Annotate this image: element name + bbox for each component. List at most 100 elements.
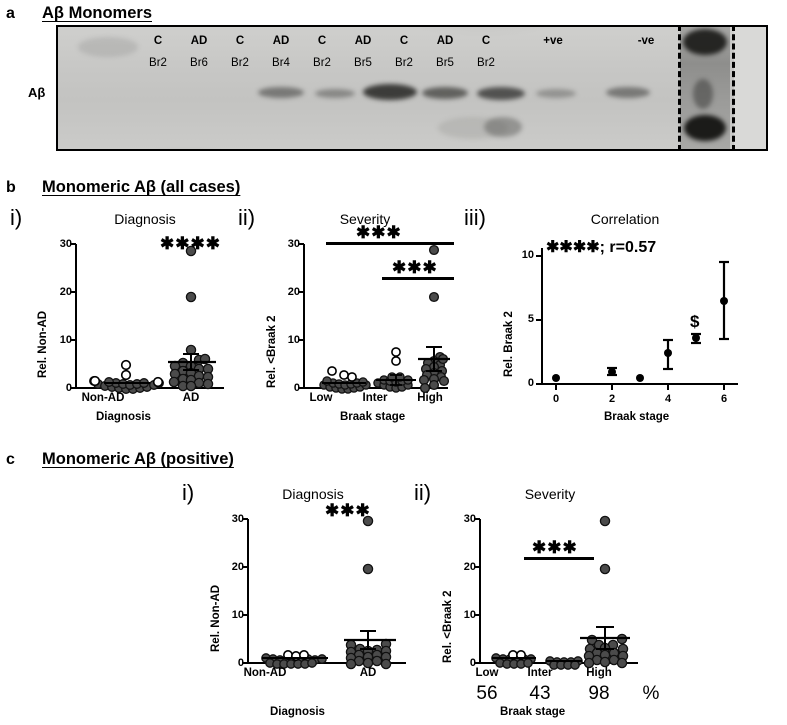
significance-stars-c-i: ✱✱✱	[325, 501, 371, 520]
panel-letter-b: b	[6, 179, 16, 196]
ytick-label: 10	[463, 609, 476, 621]
ytick-label: 20	[463, 561, 476, 573]
significance-stars-c-ii: ✱✱✱	[532, 538, 578, 557]
western-blot-image	[56, 25, 768, 151]
xtick-label: AD	[359, 667, 377, 679]
panel-letter-a: a	[6, 5, 15, 22]
yaxis-label-c-i: Rel. Non-AD	[210, 584, 222, 652]
ytick-label: 0	[293, 382, 300, 394]
blot-lane-label-top: AD	[190, 35, 208, 47]
xtick-label: Non-AD	[243, 667, 287, 679]
significance-bar-low-high	[326, 242, 454, 245]
ytick-label: 10	[521, 249, 534, 261]
chart-title-b-i: Diagnosis	[114, 211, 176, 227]
blot-lane-label-bottom: Br2	[395, 57, 413, 69]
significance-stars-low-high: ✱✱✱	[356, 223, 402, 242]
xtick-label: 2	[608, 393, 616, 405]
blot-band-positive-control	[606, 87, 650, 98]
group-percentage-high: 98	[588, 683, 610, 704]
blot-lane-label-bottom: Br4	[272, 57, 290, 69]
xtick-label: 6	[720, 393, 728, 405]
xtick-label: AD	[182, 392, 200, 404]
blot-lane-label-bottom: Br2	[231, 57, 249, 69]
panel-c-title: Monomeric Aβ (positive)	[42, 450, 234, 468]
chart-b-ii	[256, 228, 456, 428]
chart-b-i	[28, 228, 238, 428]
blot-lane-label-top: C	[481, 35, 491, 47]
blot-dashed-separator-left	[678, 27, 681, 149]
xaxis-label-b-ii: Braak stage	[340, 411, 406, 423]
significance-stars-b-i: ✱✱✱✱	[160, 234, 221, 253]
yaxis-label-b-iii: Rel. Braak 2	[503, 311, 515, 377]
ytick-label: 30	[59, 238, 72, 250]
blot-smudge	[438, 117, 508, 139]
blot-lane-label-top: AD	[354, 35, 372, 47]
blot-lane-label-positive-control: +ve	[543, 35, 563, 47]
chart-title-c-i: Diagnosis	[282, 486, 344, 502]
correlation-annotation-b-iii: ✱✱✱✱; r=0.57	[546, 239, 657, 256]
blot-band-lane7	[422, 87, 468, 99]
ytick-label: 30	[463, 513, 476, 525]
blot-ladder-band-bottom	[684, 115, 726, 141]
xaxis-label-c-ii: Braak stage	[500, 706, 566, 718]
yaxis-label-b-ii: Rel. <Braak 2	[266, 315, 278, 388]
ytick-label: 0	[237, 657, 244, 669]
ytick-label: 30	[231, 513, 244, 525]
ytick-label: 0	[527, 377, 534, 389]
xtick-label: Inter	[362, 392, 388, 404]
xtick-label: Low	[475, 667, 499, 679]
xtick-label: Low	[309, 392, 333, 404]
blot-lane-label-top: C	[235, 35, 245, 47]
significance-bar-inter-high	[382, 277, 454, 280]
subpanel-label-b-ii: ii)	[238, 205, 256, 230]
blot-lane-label-top: C	[317, 35, 327, 47]
blot-lane-label-top: C	[399, 35, 409, 47]
blot-band-lane4	[258, 87, 304, 98]
ytick-label: 0	[469, 657, 476, 669]
chart-c-i	[200, 503, 420, 693]
blot-lane-label-top: C	[153, 35, 163, 47]
blot-lane-label-bottom: Br5	[436, 57, 454, 69]
blot-band-lane9	[536, 89, 576, 98]
subpanel-label-b-iii: iii)	[464, 205, 486, 230]
percent-symbol: %	[642, 683, 660, 704]
xaxis-label-c-i: Diagnosis	[270, 706, 325, 718]
significance-bar-inter-high-c-ii	[524, 557, 594, 560]
ytick-label: 10	[231, 609, 244, 621]
yaxis-label-c-ii: Rel. <Braak 2	[442, 590, 454, 663]
blot-right-panel	[734, 27, 766, 149]
chart-title-b-iii: Correlation	[590, 211, 660, 227]
blot-band-lane5	[315, 89, 355, 98]
significance-stars-inter-high: ✱✱✱	[392, 258, 438, 277]
blot-lane-label-negative-control: -ve	[637, 35, 655, 47]
ytick-label: 0	[65, 382, 72, 394]
blot-ladder-band-mid	[693, 79, 713, 109]
ytick-label: 30	[287, 238, 300, 250]
blot-band-lane8-lower	[484, 117, 522, 137]
blot-lane-label-bottom: Br2	[477, 57, 495, 69]
ytick-label: 20	[287, 286, 300, 298]
chart-c-ii	[432, 503, 652, 693]
panel-letter-c: c	[6, 451, 15, 468]
blot-smudge	[78, 37, 138, 57]
chart-b-iii	[490, 230, 750, 420]
blot-dashed-separator-right	[732, 27, 735, 149]
xtick-label: High	[586, 667, 612, 679]
blot-band-lane8	[477, 87, 525, 100]
subpanel-label-c-i: i)	[182, 480, 195, 505]
yaxis-label-b-i: Rel. Non-AD	[37, 310, 49, 378]
blot-ladder-band-top	[683, 29, 727, 55]
panel-b-title: Monomeric Aβ (all cases)	[42, 178, 241, 196]
dollar-marker-b-iii: $	[690, 312, 700, 331]
xtick-label: Non-AD	[81, 392, 125, 404]
blot-lane-label-bottom: Br5	[354, 57, 372, 69]
xaxis-label-b-i: Diagnosis	[96, 411, 151, 423]
ytick-label: 20	[231, 561, 244, 573]
ytick-label: 10	[59, 334, 72, 346]
subpanel-label-b-i: i)	[10, 205, 23, 230]
blot-lane-label-top: AD	[272, 35, 290, 47]
xtick-label: High	[417, 392, 443, 404]
panel-a-title: Aβ Monomers	[42, 4, 152, 22]
subpanel-label-c-ii: ii)	[414, 480, 432, 505]
blot-lane-label-bottom: Br6	[190, 57, 208, 69]
